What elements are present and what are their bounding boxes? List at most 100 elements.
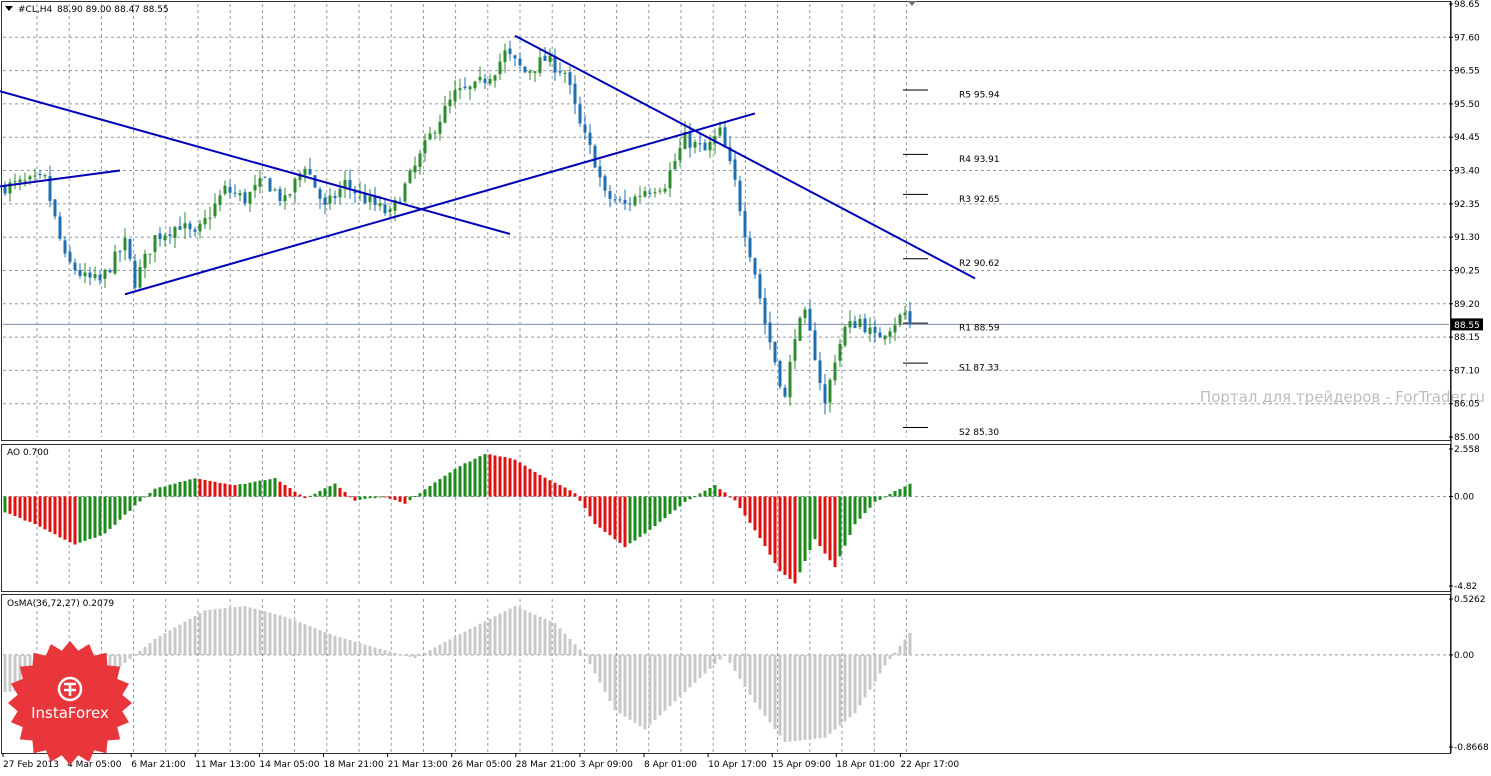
ao-bar[interactable] [408,496,412,501]
ao-bar[interactable] [278,481,282,497]
osma-bar[interactable] [663,654,667,711]
osma-bar[interactable] [398,654,402,656]
price-candle-body[interactable] [578,104,582,124]
ao-bar[interactable] [303,496,307,498]
ao-bar[interactable] [503,457,507,497]
price-candle-body[interactable] [38,174,42,176]
ao-bar[interactable] [153,488,157,497]
price-candle-body[interactable] [783,387,787,397]
price-candle-body[interactable] [773,341,777,363]
ao-bar[interactable] [583,496,587,509]
ao-bar[interactable] [788,496,792,580]
price-candle-body[interactable] [313,175,317,188]
osma-bar[interactable] [658,654,662,716]
osma-bar[interactable] [518,608,522,655]
ao-bar[interactable] [548,480,552,497]
osma-bar[interactable] [878,654,882,674]
osma-bar[interactable] [253,608,257,655]
ao-bar[interactable] [883,496,887,498]
shift-marker-icon[interactable] [908,1,916,6]
price-candle-body[interactable] [603,176,607,191]
ao-bar[interactable] [828,496,832,561]
ao-bar[interactable] [223,483,227,497]
price-candle-body[interactable] [158,233,162,240]
ao-bar[interactable] [518,462,522,497]
price-candle-body[interactable] [508,48,512,55]
osma-bar[interactable] [718,654,722,660]
price-candle-body[interactable] [78,270,82,277]
ao-bar[interactable] [678,496,682,507]
ao-bar[interactable] [793,496,797,584]
osma-bar[interactable] [228,607,232,655]
ao-bar[interactable] [213,481,217,497]
price-candle-body[interactable] [143,253,147,269]
ao-bar[interactable] [158,487,162,497]
osma-bar[interactable] [333,635,337,655]
price-candle-body[interactable] [388,209,392,213]
price-candle-body[interactable] [423,140,427,154]
price-candle-body[interactable] [328,195,332,204]
price-candle-body[interactable] [393,200,397,211]
ao-bar[interactable] [818,496,822,547]
price-candle-body[interactable] [243,192,247,204]
osma-bar[interactable] [168,630,172,655]
osma-bar[interactable] [908,632,912,655]
price-candle-body[interactable] [23,180,27,182]
price-candle-body[interactable] [153,235,157,253]
price-candle-body[interactable] [658,190,662,192]
price-candle-body[interactable] [803,309,807,319]
osma-bar[interactable] [108,654,112,673]
price-candle-body[interactable] [363,193,367,204]
price-candle-body[interactable] [788,361,792,398]
ao-bar[interactable] [823,496,827,554]
price-candle-body[interactable] [843,326,847,346]
price-candle-body[interactable] [288,194,292,196]
osma-bar[interactable] [628,654,632,720]
price-candle-body[interactable] [893,325,897,333]
price-candle-body[interactable] [168,234,172,236]
price-axis[interactable]: 98.65 97.60 96.55 95.50 94.45 93.40 92.35 91.30… [1449,0,1489,753]
price-candle-body[interactable] [268,178,272,192]
price-candle-body[interactable] [403,183,407,202]
time-axis[interactable]: 27 Feb 2013 4 Mar 05:00 6 Mar 21:00 11 Mar … [2,753,959,770]
price-candle-body[interactable] [643,191,647,197]
osma-bar[interactable] [883,654,887,666]
osma-bar[interactable] [858,654,862,706]
ao-bar[interactable] [373,496,377,499]
price-candle-body[interactable] [848,321,852,328]
ao-bar[interactable] [598,496,602,528]
osma-bar[interactable] [698,654,702,679]
ao-bar[interactable] [183,481,187,497]
osma-bar[interactable] [388,651,392,655]
price-candle-body[interactable] [373,196,377,205]
osma-bar[interactable] [193,616,197,655]
ao-bar[interactable] [878,496,882,500]
osma-bar[interactable] [538,616,542,655]
osma-bar[interactable] [558,628,562,655]
ao-bar[interactable] [353,496,357,501]
osma-bar[interactable] [448,639,452,655]
osma-bar[interactable] [178,624,182,655]
ao-bar[interactable] [338,487,342,497]
ao-bar[interactable] [33,496,37,524]
ao-bar[interactable] [438,479,442,497]
price-candle-body[interactable] [898,314,902,325]
osma-bar[interactable] [128,654,132,659]
price-candle-body[interactable] [818,360,822,383]
osma-bar[interactable] [438,644,442,655]
ao-bar[interactable] [233,485,237,497]
osma-bar[interactable] [613,654,617,711]
ao-bar[interactable] [893,491,897,497]
ao-bar[interactable] [403,496,407,504]
ao-bar[interactable] [528,468,532,497]
ao-bar[interactable] [203,479,207,497]
ao-bar[interactable] [398,496,402,502]
osma-bar[interactable] [723,654,727,656]
ao-bar[interactable] [668,496,672,514]
osma-bar[interactable] [813,654,817,739]
price-candle-body[interactable] [863,318,867,333]
trendline-rising-support-line[interactable] [124,112,756,296]
osma-bar[interactable] [303,624,307,655]
ao-histogram[interactable] [3,454,912,584]
price-candle-body[interactable] [178,226,182,230]
